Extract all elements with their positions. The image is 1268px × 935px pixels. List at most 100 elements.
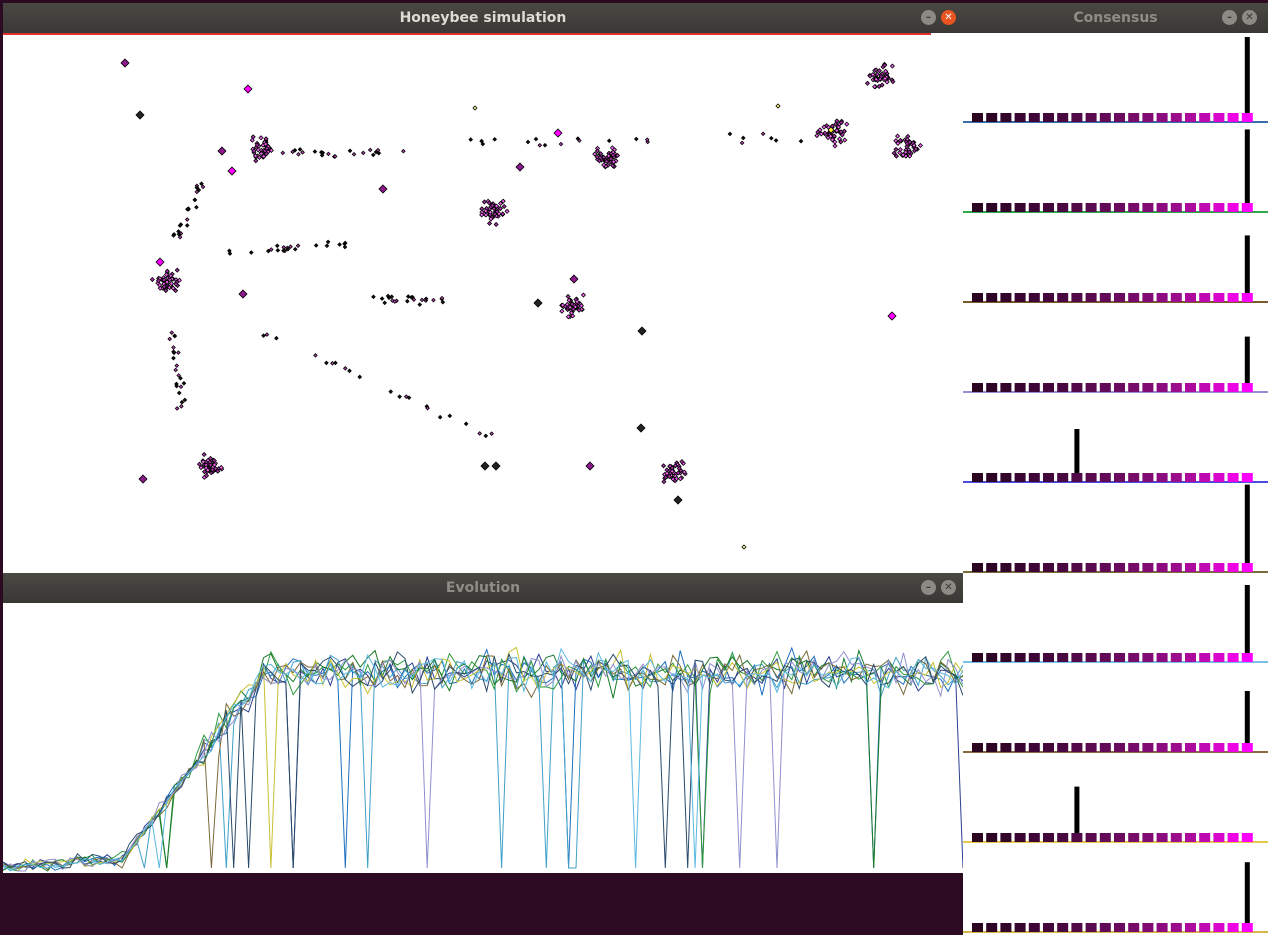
- bee: [913, 146, 919, 152]
- consensus-site-square: [1156, 203, 1168, 212]
- consensus-site-square: [1057, 653, 1069, 662]
- consensus-site-square: [1114, 113, 1125, 122]
- bee: [889, 63, 895, 69]
- consensus-titlebar[interactable]: Consensus – ✕: [963, 3, 1268, 33]
- minimize-icon[interactable]: –: [1222, 10, 1237, 25]
- bee: [258, 151, 264, 157]
- consensus-window: Consensus – ✕: [963, 3, 1268, 935]
- bee: [486, 220, 493, 226]
- bee: [342, 244, 348, 250]
- bee: [838, 139, 844, 145]
- consensus-site-square: [1170, 563, 1182, 572]
- bee: [822, 130, 828, 136]
- consensus-site-square: [1043, 203, 1054, 212]
- consensus-site-square: [1156, 293, 1168, 302]
- scout-bee: [673, 495, 683, 505]
- consensus-site-square: [1213, 833, 1225, 842]
- bee: [199, 181, 204, 187]
- sim-canvas: [3, 33, 963, 573]
- consensus-site-square: [1128, 923, 1140, 932]
- consensus-site-square: [1185, 743, 1196, 752]
- evolution-series-line: [3, 650, 963, 872]
- consensus-site-square: [1099, 473, 1111, 482]
- close-icon[interactable]: ✕: [941, 580, 956, 595]
- close-icon[interactable]: ✕: [1242, 10, 1257, 25]
- bee: [596, 158, 602, 164]
- consensus-site-square: [1142, 743, 1154, 752]
- consensus-site-square: [1241, 203, 1253, 212]
- bee: [201, 469, 208, 475]
- bee: [598, 151, 604, 157]
- bee: [184, 223, 190, 228]
- consensus-site-square: [986, 383, 998, 392]
- bee: [814, 133, 820, 139]
- consensus-site-square: [1043, 923, 1054, 932]
- bee: [274, 335, 279, 341]
- consensus-site-square: [1199, 203, 1211, 212]
- minimize-icon[interactable]: –: [921, 580, 936, 595]
- close-icon[interactable]: ✕: [941, 10, 956, 25]
- consensus-site-square: [1170, 653, 1182, 662]
- scout-bee: [491, 461, 501, 471]
- bee: [275, 248, 281, 253]
- bee: [497, 205, 503, 212]
- bee: [177, 223, 183, 228]
- bee: [324, 360, 329, 366]
- bee: [264, 332, 270, 337]
- bee: [285, 246, 291, 252]
- consensus-window-title: Consensus: [1073, 10, 1158, 26]
- bee: [664, 470, 670, 476]
- consensus-site-square: [1227, 833, 1239, 842]
- bee: [177, 234, 183, 240]
- bee: [577, 138, 582, 143]
- scout-bee: [515, 162, 525, 172]
- bee: [288, 244, 293, 250]
- bee: [170, 285, 176, 291]
- consensus-site-square: [1114, 653, 1125, 662]
- bee: [179, 404, 184, 409]
- consensus-site-square: [1085, 203, 1097, 212]
- bee: [173, 288, 179, 294]
- consensus-site-square: [1199, 473, 1211, 482]
- bee: [248, 250, 254, 255]
- bee: [437, 414, 443, 420]
- consensus-site-square: [986, 923, 998, 932]
- bee: [367, 147, 373, 153]
- sim-titlebar[interactable]: Honeybee simulation – ✕: [3, 3, 963, 33]
- consensus-site-square: [1114, 923, 1125, 932]
- bee: [463, 421, 469, 427]
- bee: [488, 216, 494, 222]
- consensus-site-square: [986, 563, 998, 572]
- consensus-site-square: [1057, 293, 1069, 302]
- bee: [610, 163, 616, 169]
- consensus-site-square: [1028, 383, 1040, 392]
- consensus-site-square: [1028, 563, 1040, 572]
- bee: [492, 137, 497, 142]
- bee: [821, 124, 827, 130]
- bee: [176, 277, 183, 283]
- bee: [201, 451, 207, 458]
- consensus-site-square: [1028, 923, 1040, 932]
- minimize-icon[interactable]: –: [921, 10, 936, 25]
- consensus-site-square: [1099, 653, 1111, 662]
- bee: [264, 145, 270, 151]
- consensus-peak-bar: [1074, 786, 1080, 833]
- consensus-panels: [963, 33, 1268, 935]
- evolution-titlebar[interactable]: Evolution – ✕: [3, 573, 963, 603]
- bee: [608, 156, 614, 162]
- evolution-series-line: [3, 651, 963, 871]
- bee: [405, 298, 410, 304]
- consensus-site-square: [1213, 113, 1225, 122]
- bee: [324, 243, 330, 249]
- bee: [611, 159, 617, 165]
- scout-bee: [480, 461, 490, 471]
- consensus-site-square: [1085, 653, 1097, 662]
- consensus-site-square: [1185, 293, 1196, 302]
- consensus-site-square: [1185, 113, 1196, 122]
- bee: [263, 151, 269, 157]
- bee: [558, 141, 564, 147]
- bee: [760, 131, 766, 137]
- bee: [614, 152, 621, 159]
- bee: [296, 151, 301, 157]
- bee: [876, 83, 882, 90]
